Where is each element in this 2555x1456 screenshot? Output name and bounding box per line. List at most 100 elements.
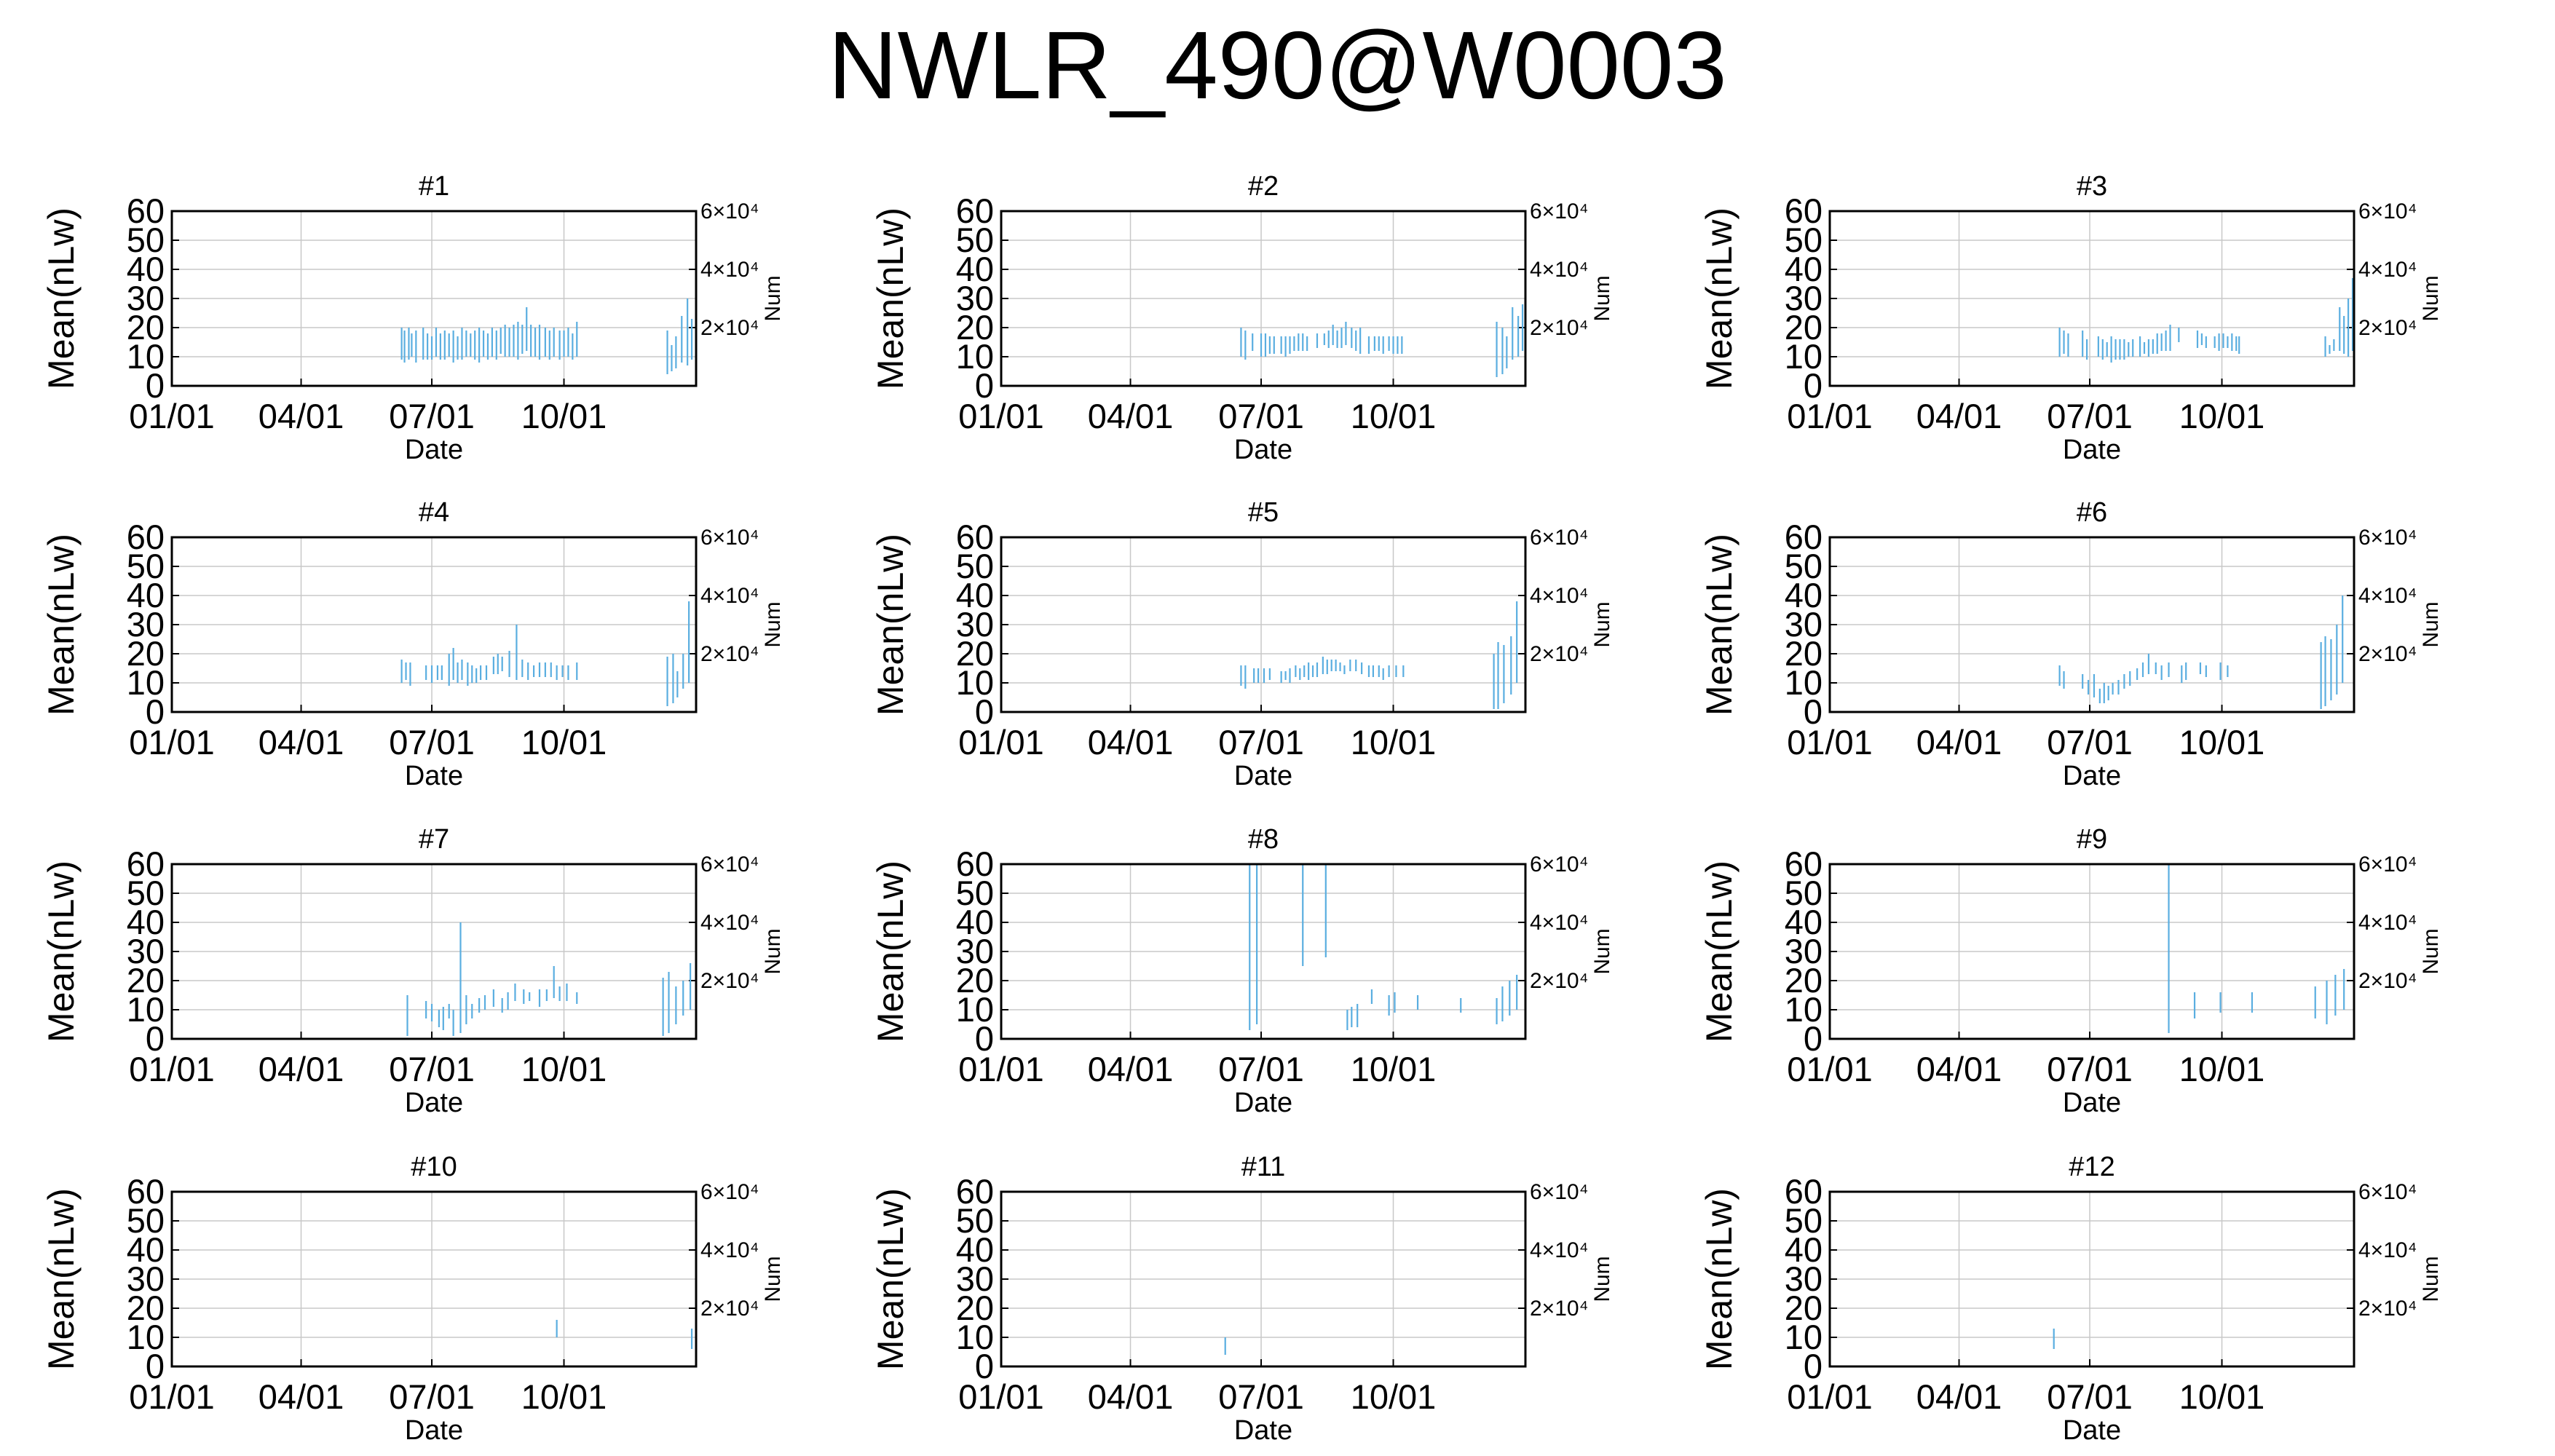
x-tick-label: 10/01 bbox=[1351, 723, 1437, 761]
y-axis-title: Mean(nLw) bbox=[1699, 207, 1739, 389]
y-tick-label: 0 bbox=[146, 366, 165, 405]
y-axis-title: Mean(nLw) bbox=[1699, 860, 1739, 1042]
x-axis-title: Date bbox=[1234, 435, 1292, 465]
x-axis-title: Date bbox=[2063, 1088, 2121, 1118]
x-axis-title: Date bbox=[1234, 1088, 1292, 1118]
panel-title: #6 bbox=[2077, 497, 2107, 528]
y-axis-title: Mean(nLw) bbox=[41, 1188, 82, 1370]
y2-tick-label: 4×10⁴ bbox=[2358, 911, 2417, 935]
x-axis-title: Date bbox=[405, 1088, 463, 1118]
x-axis-title: Date bbox=[1234, 761, 1292, 791]
x-tick-label: 04/01 bbox=[258, 1050, 344, 1088]
y-tick-label: 30 bbox=[956, 279, 994, 317]
y-tick-label: 30 bbox=[127, 605, 165, 644]
plot-frame bbox=[1828, 536, 2355, 713]
y-tick-label: 50 bbox=[956, 1201, 994, 1240]
y2-tick-label: 4×10⁴ bbox=[1530, 1238, 1588, 1262]
y-tick-label: 50 bbox=[127, 1201, 165, 1240]
y-tick-label: 50 bbox=[956, 221, 994, 259]
y-tick-label: 10 bbox=[1785, 663, 1823, 702]
x-tick-label: 07/01 bbox=[389, 1377, 475, 1416]
x-tick-label: 04/01 bbox=[1088, 723, 1174, 761]
x-tick-label: 01/01 bbox=[958, 1377, 1044, 1416]
y2-tick-label: 2×10⁴ bbox=[1530, 969, 1588, 993]
y-tick-label: 20 bbox=[1785, 634, 1823, 673]
y2-axis-title: Num bbox=[1590, 601, 1614, 647]
x-tick-label: 01/01 bbox=[1787, 723, 1873, 761]
y-tick-label: 60 bbox=[127, 1172, 165, 1211]
y-tick-label: 20 bbox=[1785, 961, 1823, 1000]
y-tick-label: 30 bbox=[956, 932, 994, 970]
y-tick-label: 30 bbox=[127, 279, 165, 317]
y-axis-title: Mean(nLw) bbox=[41, 534, 82, 716]
y2-tick-label: 2×10⁴ bbox=[1530, 1297, 1588, 1321]
y-tick-label: 50 bbox=[1785, 1201, 1823, 1240]
x-tick-label: 10/01 bbox=[2179, 1377, 2265, 1416]
y-tick-label: 40 bbox=[956, 1230, 994, 1269]
y2-tick-label: 6×10⁴ bbox=[700, 852, 759, 877]
x-tick-label: 07/01 bbox=[2047, 397, 2133, 435]
y2-tick-label: 4×10⁴ bbox=[700, 584, 759, 608]
y-tick-label: 40 bbox=[956, 576, 994, 614]
x-tick-label: 01/01 bbox=[1787, 397, 1873, 435]
y-tick-label: 50 bbox=[1785, 221, 1823, 259]
x-tick-label: 10/01 bbox=[521, 397, 607, 435]
y-tick-label: 60 bbox=[956, 1172, 994, 1211]
panel-title: #3 bbox=[2077, 171, 2107, 202]
y2-tick-label: 2×10⁴ bbox=[2358, 1297, 2417, 1321]
y-tick-label: 20 bbox=[956, 634, 994, 673]
x-tick-label: 07/01 bbox=[1218, 1050, 1304, 1088]
x-tick-label: 04/01 bbox=[1088, 1050, 1174, 1088]
y-axis-title: Mean(nLw) bbox=[870, 534, 911, 716]
x-tick-label: 10/01 bbox=[521, 723, 607, 761]
y2-tick-label: 4×10⁴ bbox=[2358, 584, 2417, 608]
y2-axis-title: Num bbox=[761, 928, 785, 974]
x-tick-label: 07/01 bbox=[1218, 397, 1304, 435]
y2-tick-label: 2×10⁴ bbox=[1530, 316, 1588, 340]
plot-frame bbox=[170, 536, 698, 713]
y2-tick-label: 4×10⁴ bbox=[700, 1238, 759, 1262]
y-tick-label: 0 bbox=[146, 1019, 165, 1058]
panel-title: #10 bbox=[411, 1152, 457, 1182]
y-tick-label: 30 bbox=[127, 1259, 165, 1298]
y-tick-label: 30 bbox=[127, 932, 165, 970]
y-axis-title: Mean(nLw) bbox=[1699, 534, 1739, 716]
y2-tick-label: 4×10⁴ bbox=[2358, 1238, 2417, 1262]
x-axis-title: Date bbox=[2063, 761, 2121, 791]
plot-frame bbox=[1000, 863, 1527, 1040]
y2-tick-label: 2×10⁴ bbox=[700, 316, 759, 340]
x-tick-label: 07/01 bbox=[1218, 723, 1304, 761]
y-tick-label: 0 bbox=[975, 1019, 994, 1058]
panel-title: #7 bbox=[419, 824, 449, 855]
y2-tick-label: 4×10⁴ bbox=[2358, 258, 2417, 282]
y-tick-label: 60 bbox=[1785, 844, 1823, 883]
y-tick-label: 40 bbox=[127, 903, 165, 941]
x-axis-title: Date bbox=[1234, 1415, 1292, 1446]
y-tick-label: 60 bbox=[127, 518, 165, 556]
x-tick-label: 07/01 bbox=[2047, 723, 2133, 761]
y2-tick-label: 6×10⁴ bbox=[2358, 1180, 2417, 1204]
y2-tick-label: 6×10⁴ bbox=[1530, 199, 1588, 223]
y2-tick-label: 2×10⁴ bbox=[700, 1297, 759, 1321]
x-tick-label: 01/01 bbox=[1787, 1377, 1873, 1416]
y-tick-label: 20 bbox=[127, 1289, 165, 1327]
x-tick-label: 10/01 bbox=[2179, 397, 2265, 435]
x-tick-label: 04/01 bbox=[258, 1377, 344, 1416]
panel-title: #5 bbox=[1248, 497, 1279, 528]
y-tick-label: 20 bbox=[127, 961, 165, 1000]
y-axis-title: Mean(nLw) bbox=[1699, 1188, 1739, 1370]
y-tick-label: 10 bbox=[1785, 337, 1823, 376]
y-tick-label: 10 bbox=[956, 663, 994, 702]
x-tick-label: 07/01 bbox=[389, 723, 475, 761]
x-tick-label: 07/01 bbox=[1218, 1377, 1304, 1416]
y-tick-label: 0 bbox=[1804, 692, 1823, 731]
x-tick-label: 10/01 bbox=[521, 1050, 607, 1088]
x-tick-label: 01/01 bbox=[129, 1050, 215, 1088]
y2-tick-label: 4×10⁴ bbox=[1530, 911, 1588, 935]
plot-frame bbox=[1000, 536, 1527, 713]
x-tick-label: 07/01 bbox=[2047, 1050, 2133, 1088]
